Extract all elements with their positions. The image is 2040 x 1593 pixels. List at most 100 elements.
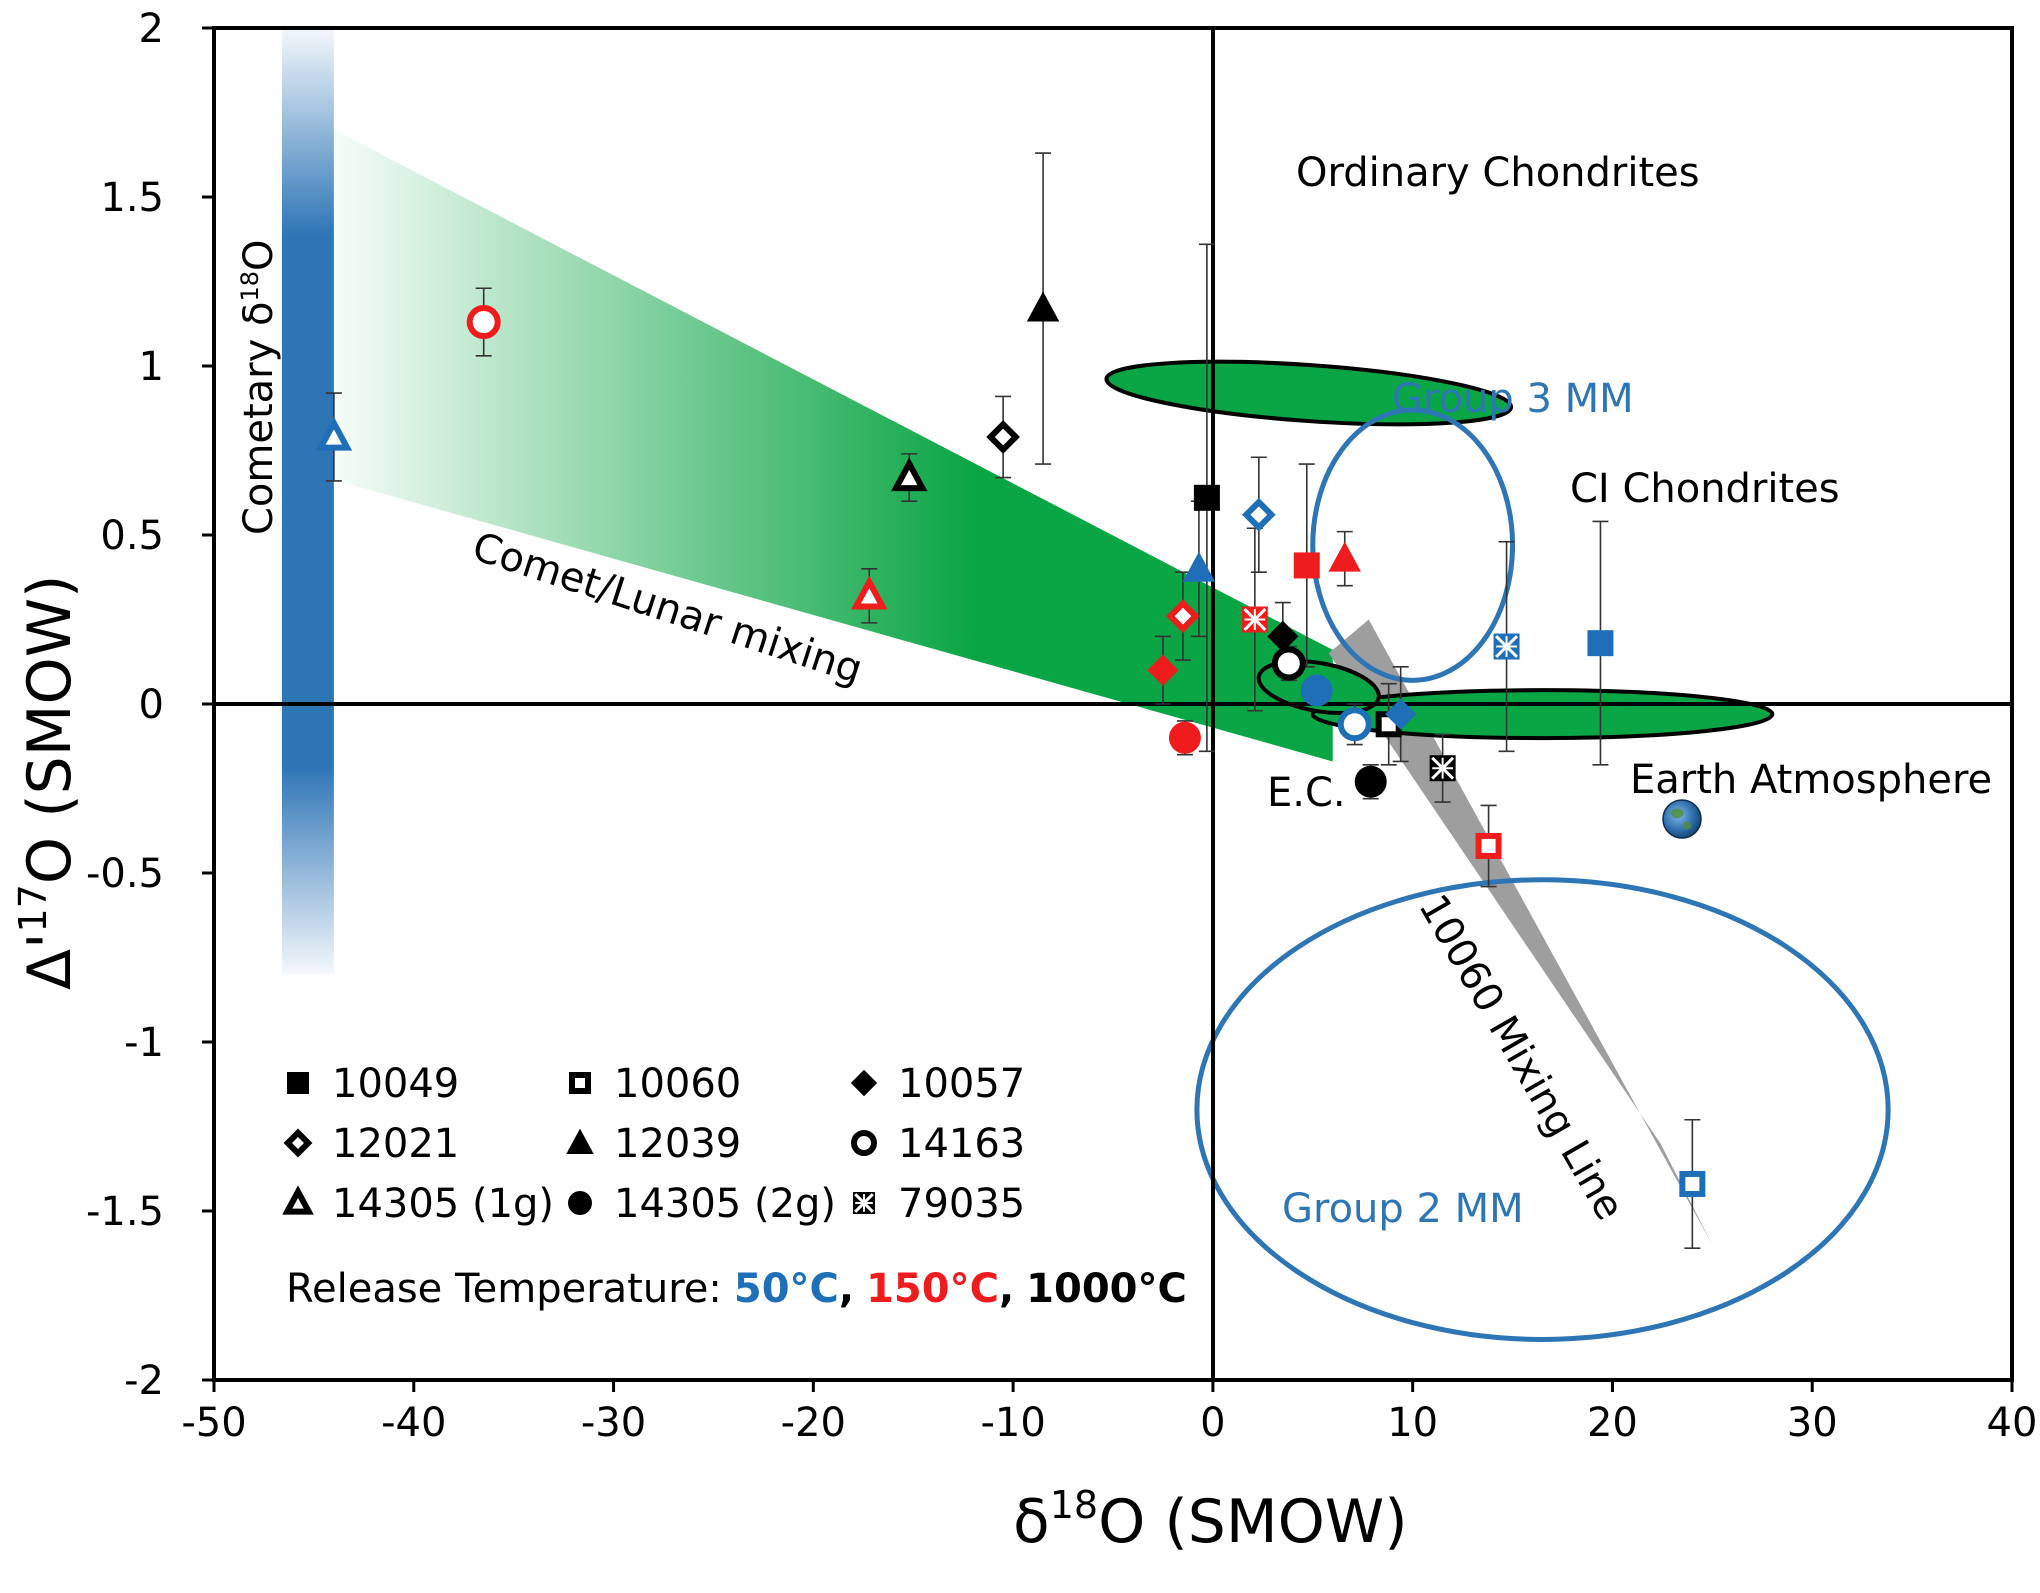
x-tick-label: 40 xyxy=(1987,1400,2038,1446)
legend-marker-12021 xyxy=(283,1128,313,1158)
y-tick-label: 0 xyxy=(139,682,164,728)
legend-marker-14305-2g xyxy=(568,1191,592,1215)
legend-marker-10060 xyxy=(569,1072,591,1094)
region-group-3-mm xyxy=(1310,407,1516,683)
axis-ticks: -50 -40 -30 -20 -10 0 10 20 30 40 -2 -1.5 -1 -0.5 0 0.5… xyxy=(86,6,2038,1446)
x-tick-label: 0 xyxy=(1200,1400,1225,1446)
point-10057-50c xyxy=(1385,698,1417,730)
legend-items: 10049 10060 10057 12021 12039 14163 14305 (1g)… xyxy=(282,1061,1025,1227)
y-tick-label: 0.5 xyxy=(100,513,164,559)
legend-label-14305-2g: 14305 (2g) xyxy=(614,1181,836,1227)
point-14305-1g-150c xyxy=(850,575,888,610)
temp-sep-2: , xyxy=(999,1266,1014,1312)
x-tick-label: -30 xyxy=(581,1400,646,1446)
y-title-delta: Δ' xyxy=(15,932,85,990)
earth-continent xyxy=(1670,808,1692,830)
point-14163-150c xyxy=(466,305,501,340)
point-12021-50c xyxy=(1241,497,1276,532)
cometary-label-rest: O xyxy=(236,239,282,270)
y-tick-label: -1 xyxy=(124,1020,164,1066)
legend-label-12021: 12021 xyxy=(332,1121,459,1167)
temp-sep-1: , xyxy=(839,1266,854,1312)
cometary-d18o-label: Cometary δ18O xyxy=(236,239,282,535)
x-tick-label: -50 xyxy=(181,1400,246,1446)
y-axis-title: Δ'17O (SMOW) xyxy=(11,575,85,990)
legend-marker-14163 xyxy=(851,1130,877,1156)
y-tick-label: -0.5 xyxy=(86,851,164,897)
point-12021-1000c xyxy=(986,420,1020,454)
legend-marker-79035 xyxy=(853,1192,875,1214)
temp-50-label: 50°C xyxy=(734,1266,839,1312)
x-tick-label: -10 xyxy=(980,1400,1045,1446)
x-tick-label: 20 xyxy=(1587,1400,1638,1446)
point-10057-1000c xyxy=(1267,620,1299,652)
legend-label-10057: 10057 xyxy=(898,1061,1025,1107)
y-tick-label: -1.5 xyxy=(86,1189,164,1235)
earth-atmosphere-label: Earth Atmosphere xyxy=(1630,757,1992,803)
y-title-rest: O (SMOW) xyxy=(15,575,85,885)
y-tick-label: 1 xyxy=(139,344,164,390)
point-14305-1g-1000c xyxy=(890,457,928,492)
x-tick-label: -40 xyxy=(381,1400,446,1446)
point-12039-50c xyxy=(1182,551,1216,582)
legend-marker-12039 xyxy=(566,1128,594,1154)
band-10060-mixing-line xyxy=(1328,619,1713,1245)
x-tick-label: 10 xyxy=(1387,1400,1438,1446)
legend-marker-10057 xyxy=(850,1069,878,1097)
legend-label-14305-1g: 14305 (1g) xyxy=(332,1181,554,1227)
legend-release-temperature: Release Temperature: 50°C, 150°C, 1000°C xyxy=(286,1266,1187,1312)
legend-marker-14305-1g xyxy=(282,1185,314,1215)
region-group-2-mm xyxy=(1194,877,1891,1342)
ordinary-chondrites-label: Ordinary Chondrites xyxy=(1296,150,1700,196)
y-tick-label: 2 xyxy=(139,6,164,52)
release-temperature-label: Release Temperature: xyxy=(286,1266,722,1312)
earth-icon xyxy=(1662,799,1702,839)
ci-chondrites-label: CI Chondrites xyxy=(1570,466,1840,512)
y-tick-label: -2 xyxy=(124,1358,164,1404)
cometary-label-sup: 18 xyxy=(236,271,264,302)
point-10049-1000c xyxy=(1193,484,1220,511)
point-10057-150c xyxy=(1147,654,1179,686)
legend-label-14163: 14163 xyxy=(898,1121,1025,1167)
y-tick-label: 1.5 xyxy=(100,175,164,221)
y-title-sup: 17 xyxy=(11,884,55,932)
point-12039-1000c xyxy=(1026,291,1060,322)
point-14305-2g-1000c xyxy=(1354,765,1387,798)
point-14163-50c xyxy=(1337,707,1372,742)
point-10060-50c xyxy=(1679,1170,1706,1197)
point-12039-150c xyxy=(1328,541,1361,572)
point-10060-150c xyxy=(1475,832,1502,859)
x-axis-title: δ18O (SMOW) xyxy=(1013,1483,1408,1557)
data-points xyxy=(315,291,1706,1197)
ec-label: E.C. xyxy=(1267,770,1346,816)
axis-titles: δ18O (SMOW) Δ'17O (SMOW) xyxy=(11,575,1408,1557)
point-10049-50c xyxy=(1587,630,1614,657)
shaded-bands xyxy=(281,28,1713,1245)
legend-label-10060: 10060 xyxy=(614,1061,741,1107)
cometary-band xyxy=(281,28,334,975)
point-79035-150c xyxy=(1241,606,1268,633)
legend-marker-10049 xyxy=(287,1072,309,1094)
group3-mm-label: Group 3 MM xyxy=(1392,376,1634,422)
x-title-delta: δ xyxy=(1013,1487,1050,1557)
earth-atmosphere-icon xyxy=(1662,799,1702,839)
legend-label-79035: 79035 xyxy=(898,1181,1025,1227)
legend: 10049 10060 10057 12021 12039 14163 14305 (1g)… xyxy=(282,1061,1187,1312)
x-tick-label: 30 xyxy=(1787,1400,1838,1446)
cometary-label-main: Cometary δ xyxy=(236,302,282,535)
temp-1000-label: 1000°C xyxy=(1026,1266,1187,1312)
point-14305-2g-150c xyxy=(1168,721,1201,754)
point-14305-2g-50c xyxy=(1300,674,1333,707)
x-title-sup: 18 xyxy=(1050,1483,1098,1527)
point-14163-1000c xyxy=(1271,646,1306,681)
point-10049-150c xyxy=(1293,552,1320,579)
legend-label-10049: 10049 xyxy=(332,1061,459,1107)
point-79035-50c xyxy=(1493,633,1520,660)
point-79035-1000c xyxy=(1429,755,1456,782)
point-12021-150c xyxy=(1166,599,1200,633)
band-comet-lunar-mixing xyxy=(313,119,1333,762)
x-title-rest: O (SMOW) xyxy=(1098,1487,1408,1557)
legend-label-12039: 12039 xyxy=(614,1121,741,1167)
x-tick-label: -20 xyxy=(781,1400,846,1446)
